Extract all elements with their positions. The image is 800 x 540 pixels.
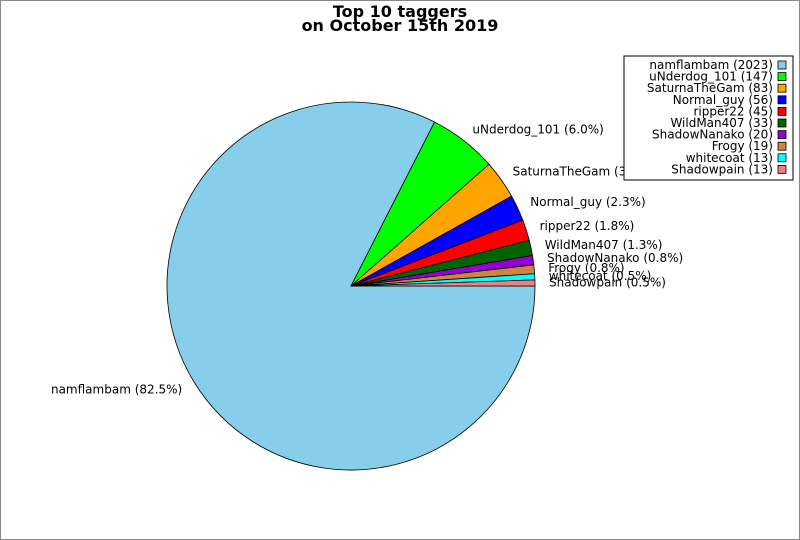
legend-label-saturnathegam: SaturnaTheGam (83)	[647, 81, 773, 95]
legend-swatch-ripper22	[777, 107, 787, 116]
legend-label-namflambam: namflambam (2023)	[649, 58, 773, 72]
slice-label-underdog-101: uNderdog_101 (6.0%)	[472, 123, 603, 137]
pie-slices	[166, 101, 536, 471]
slice-label-whitecoat: whitecoat (0.5%)	[549, 269, 652, 283]
slice-label-saturnathegam: SaturnaTheGam (3.4%)	[513, 165, 654, 179]
legend-swatch-frogy	[777, 141, 787, 151]
legend-swatch-namflambam	[777, 60, 787, 70]
slice-label-frogy: Frogy (0.8%)	[548, 261, 624, 275]
slice-label-wildman407: WildMan407 (1.3%)	[545, 238, 663, 252]
slice-label-normal-guy: Normal_guy (2.3%)	[530, 195, 645, 209]
legend-label-underdog-101: uNderdog_101 (147)	[649, 70, 773, 84]
legend-label-normal-guy: Normal_guy (56)	[673, 93, 773, 107]
legend-swatch-shadowpain	[777, 164, 787, 174]
slice-label-shadowpain: Shadowpain (0.5%)	[549, 276, 666, 290]
legend-swatch-wildman407	[777, 118, 787, 128]
legend-swatch-underdog-101	[777, 72, 787, 81]
slice-label-shadownanako: ShadowNanako (0.8%)	[547, 251, 683, 265]
legend-swatch-whitecoat	[777, 153, 787, 163]
legend-label-whitecoat: whitecoat (13)	[686, 151, 773, 165]
slice-label-ripper22: ripper22 (1.8%)	[540, 219, 635, 233]
legend-label-shadownanako: ShadowNanako (20)	[652, 128, 773, 142]
chart-title: Top 10 taggers	[333, 2, 467, 21]
legend-swatch-shadownanako	[777, 130, 787, 140]
legend: namflambam (2023)uNderdog_101 (147)Satur…	[623, 55, 794, 181]
legend-label-ripper22: ripper22 (45)	[693, 104, 773, 118]
legend-swatch-saturnathegam	[777, 83, 787, 93]
slice-label-namflambam: namflambam (82.5%)	[51, 382, 182, 396]
legend-label-shadowpain: Shadowpain (13)	[671, 162, 773, 176]
legend-label-frogy: Frogy (19)	[712, 139, 773, 153]
legend-box	[623, 55, 794, 181]
legend-swatch-normal-guy	[777, 95, 787, 105]
pie-slice-shadowpain	[350, 279, 536, 287]
legend-label-wildman407: WildMan407 (33)	[670, 116, 773, 130]
slice-labels: namflambam (82.5%) uNderdog_101 (6.0%) Sat…	[51, 123, 683, 397]
chart-subtitle: on October 15th 2019	[302, 16, 499, 35]
